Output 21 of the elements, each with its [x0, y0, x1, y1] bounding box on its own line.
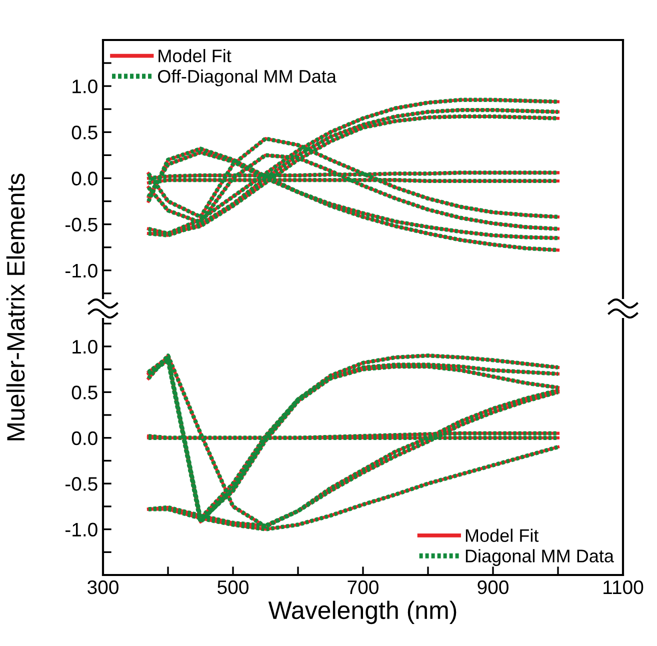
y-tick-label: -0.5 [66, 477, 98, 491]
y-tick-label: -0.5 [66, 218, 98, 232]
y-tick-label: 0.0 [72, 431, 98, 446]
y-tick-label: 0.0 [72, 172, 98, 186]
x-axis-title: Wavelength (nm) [268, 600, 456, 624]
legend-label: Model Fit [158, 49, 232, 62]
legend-label: Off-Diagonal MM Data [158, 69, 336, 86]
x-tick-label: 700 [348, 580, 378, 594]
x-tick-label: 1100 [604, 580, 644, 594]
x-tick-label: 900 [478, 580, 508, 594]
x-tick-label: 500 [218, 580, 248, 594]
x-tick-label: 300 [88, 580, 118, 594]
y-tick-label: 1.0 [72, 80, 98, 94]
y-tick-label: -1.0 [66, 522, 98, 537]
y-tick-label: -1.0 [66, 264, 98, 278]
y-tick-label: 0.5 [72, 126, 98, 140]
legend-label: Model Fit [466, 528, 539, 542]
legend-label: Diagonal MM Data [466, 549, 614, 566]
y-axis-title: Mueller-Matrix Elements [6, 174, 25, 440]
y-tick-label: 0.5 [72, 386, 98, 400]
y-tick-label: 1.0 [72, 340, 98, 354]
